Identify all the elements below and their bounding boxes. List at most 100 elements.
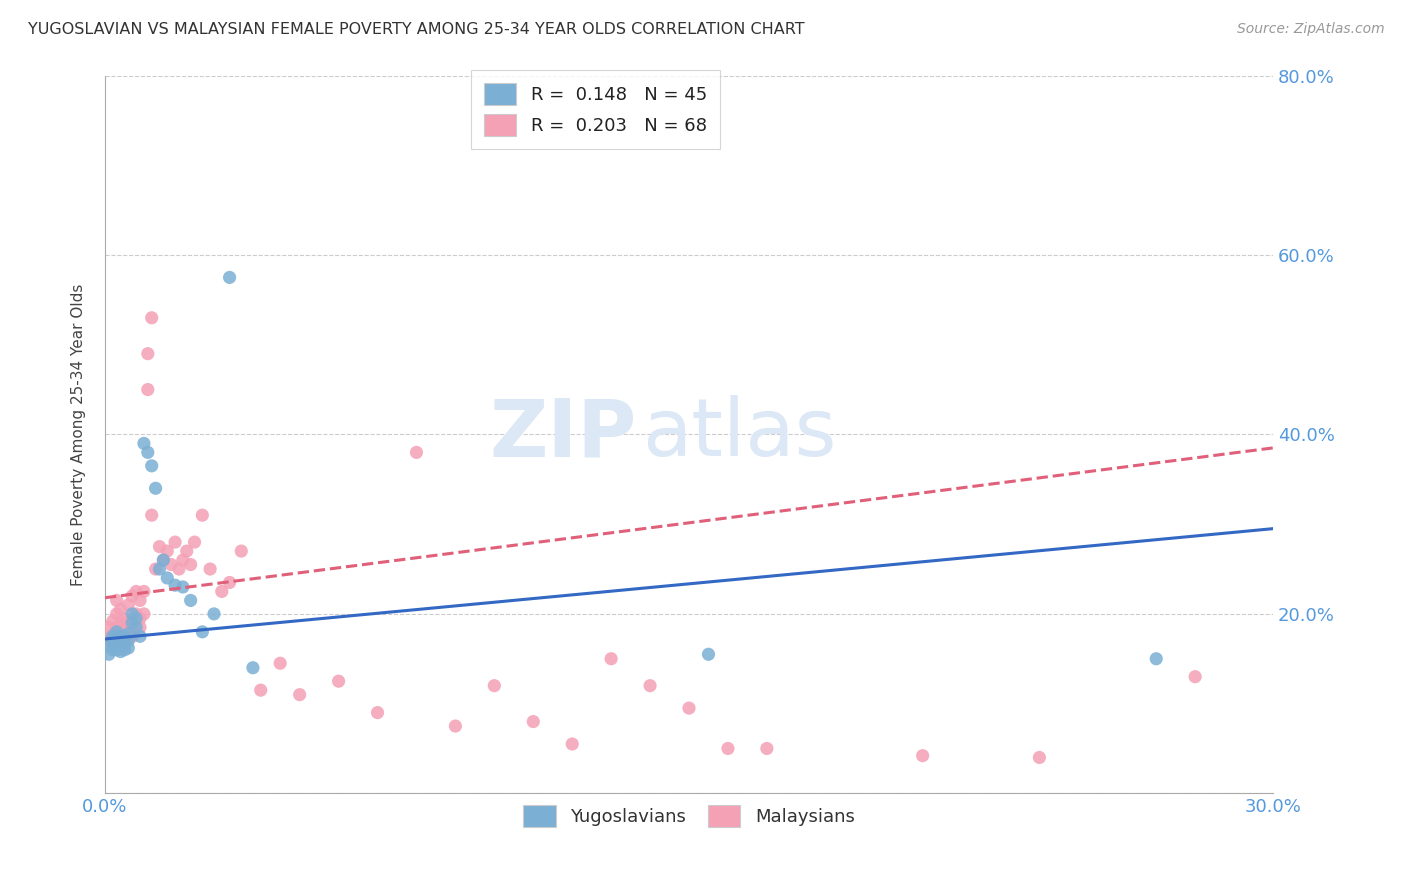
Point [101,614,124,628]
Point [114,626,136,640]
Point [121,589,143,603]
Point [136,383,159,397]
Point [231,544,253,558]
Point [105,620,128,634]
Point [242,661,264,675]
Point [129,611,152,625]
Point [114,620,136,634]
Point [1028,750,1050,764]
Point [484,679,506,693]
Point [152,553,174,567]
Point [202,607,225,621]
Point [105,624,128,639]
Point [114,629,136,643]
Point [105,642,128,657]
Point [101,632,124,646]
Point [176,544,198,558]
Point [522,714,544,729]
Point [148,540,170,554]
Point [101,629,124,643]
Point [117,626,139,640]
Point [191,624,214,639]
Point [129,629,152,643]
Point [105,632,128,646]
Point [405,445,427,459]
Point [141,310,163,325]
Point [152,553,174,567]
Point [114,611,136,625]
Point [328,674,350,689]
Point [165,535,187,549]
Point [97,647,120,661]
Point [160,558,183,572]
Point [367,706,389,720]
Point [218,270,240,285]
Point [101,633,124,648]
Point [117,614,139,628]
Text: ZIP: ZIP [489,395,637,474]
Point [125,607,148,621]
Point [110,638,132,652]
Legend: Yugoslavians, Malaysians: Yugoslavians, Malaysians [516,798,862,835]
Point [125,611,148,625]
Point [638,679,661,693]
Point [148,562,170,576]
Point [180,593,202,607]
Point [105,629,128,643]
Point [269,657,291,671]
Point [110,644,132,658]
Point [132,436,155,450]
Point [288,688,311,702]
Point [117,598,139,612]
Point [105,593,128,607]
Point [172,580,194,594]
Point [145,562,167,576]
Point [114,642,136,657]
Point [211,584,233,599]
Text: atlas: atlas [643,395,837,474]
Point [198,562,221,576]
Point [697,647,720,661]
Point [110,602,132,616]
Point [117,633,139,648]
Point [191,508,214,523]
Point [121,620,143,634]
Point [110,629,132,643]
Point [110,629,132,643]
Point [110,635,132,649]
Y-axis label: Female Poverty Among 25-34 Year Olds: Female Poverty Among 25-34 Year Olds [72,284,86,586]
Point [101,635,124,649]
Point [911,748,934,763]
Text: YUGOSLAVIAN VS MALAYSIAN FEMALE POVERTY AMONG 25-34 YEAR OLDS CORRELATION CHART: YUGOSLAVIAN VS MALAYSIAN FEMALE POVERTY … [28,22,804,37]
Point [105,633,128,648]
Point [114,635,136,649]
Point [114,635,136,649]
Point [183,535,205,549]
Point [117,632,139,646]
Point [121,629,143,643]
Point [129,593,152,607]
Point [561,737,583,751]
Point [105,638,128,652]
Point [167,562,190,576]
Point [249,683,271,698]
Point [145,481,167,495]
Point [600,652,623,666]
Point [97,632,120,646]
Point [132,584,155,599]
Point [1144,652,1167,666]
Point [121,615,143,630]
Point [105,607,128,621]
Point [110,615,132,630]
Point [110,632,132,646]
Point [125,620,148,634]
Point [141,508,163,523]
Point [117,640,139,655]
Point [136,445,159,459]
Point [132,607,155,621]
Point [129,620,152,634]
Point [156,544,179,558]
Point [1184,670,1206,684]
Point [678,701,700,715]
Point [165,578,187,592]
